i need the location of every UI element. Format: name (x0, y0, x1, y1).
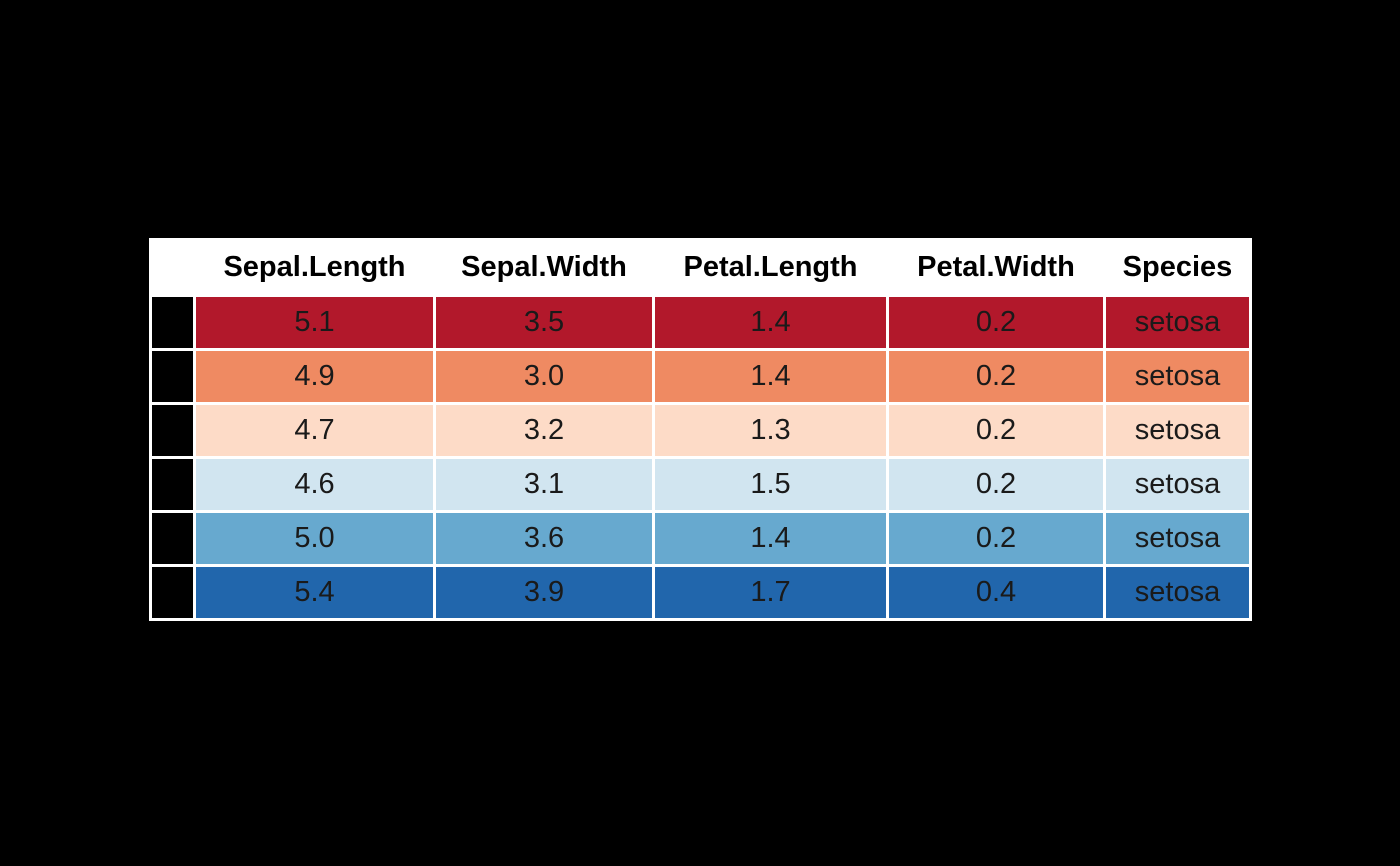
cell-petal-length: 1.7 (652, 564, 889, 621)
rowname-cell (149, 564, 196, 621)
column-header-petal-length: Petal.Length (652, 238, 889, 297)
cell-petal-width: 0.2 (886, 402, 1106, 459)
rowname-cell (149, 348, 196, 405)
cell-petal-length: 1.4 (652, 348, 889, 405)
cell-petal-length: 1.4 (652, 510, 889, 567)
cell-petal-width: 0.2 (886, 294, 1106, 351)
cell-sepal-width: 3.2 (433, 402, 655, 459)
cell-petal-width: 0.4 (886, 564, 1106, 621)
cell-sepal-width: 3.6 (433, 510, 655, 567)
header-row: Sepal.Length Sepal.Width Petal.Length Pe… (149, 238, 1252, 297)
cell-species: setosa (1103, 510, 1252, 567)
cell-petal-width: 0.2 (886, 348, 1106, 405)
cell-sepal-width: 3.9 (433, 564, 655, 621)
cell-petal-length: 1.3 (652, 402, 889, 459)
cell-sepal-width: 3.5 (433, 294, 655, 351)
cell-sepal-length: 4.7 (193, 402, 436, 459)
rowname-cell (149, 510, 196, 567)
cell-petal-width: 0.2 (886, 510, 1106, 567)
column-header-sepal-length: Sepal.Length (193, 238, 436, 297)
rowname-cell (149, 294, 196, 351)
column-header-sepal-width: Sepal.Width (433, 238, 655, 297)
cell-sepal-length: 5.4 (193, 564, 436, 621)
cell-sepal-length: 4.9 (193, 348, 436, 405)
cell-sepal-length: 4.6 (193, 456, 436, 513)
column-header-species: Species (1103, 238, 1252, 297)
rowname-cell (149, 402, 196, 459)
cell-species: setosa (1103, 348, 1252, 405)
cell-sepal-width: 3.1 (433, 456, 655, 513)
cell-petal-length: 1.4 (652, 294, 889, 351)
cell-petal-length: 1.5 (652, 456, 889, 513)
rowname-cell (149, 456, 196, 513)
cell-species: setosa (1103, 564, 1252, 621)
cell-species: setosa (1103, 402, 1252, 459)
cell-sepal-length: 5.0 (193, 510, 436, 567)
rowname-header-cell (149, 238, 196, 297)
table-row: 4.9 3.0 1.4 0.2 setosa (149, 348, 1252, 405)
column-header-petal-width: Petal.Width (886, 238, 1106, 297)
cell-species: setosa (1103, 294, 1252, 351)
iris-data-table: Sepal.Length Sepal.Width Petal.Length Pe… (149, 238, 1252, 621)
table-row: 4.7 3.2 1.3 0.2 setosa (149, 402, 1252, 459)
table-row: 5.1 3.5 1.4 0.2 setosa (149, 294, 1252, 351)
table-row: 5.4 3.9 1.7 0.4 setosa (149, 564, 1252, 621)
cell-petal-width: 0.2 (886, 456, 1106, 513)
cell-sepal-length: 5.1 (193, 294, 436, 351)
table-row: 4.6 3.1 1.5 0.2 setosa (149, 456, 1252, 513)
cell-sepal-width: 3.0 (433, 348, 655, 405)
cell-species: setosa (1103, 456, 1252, 513)
table-row: 5.0 3.6 1.4 0.2 setosa (149, 510, 1252, 567)
